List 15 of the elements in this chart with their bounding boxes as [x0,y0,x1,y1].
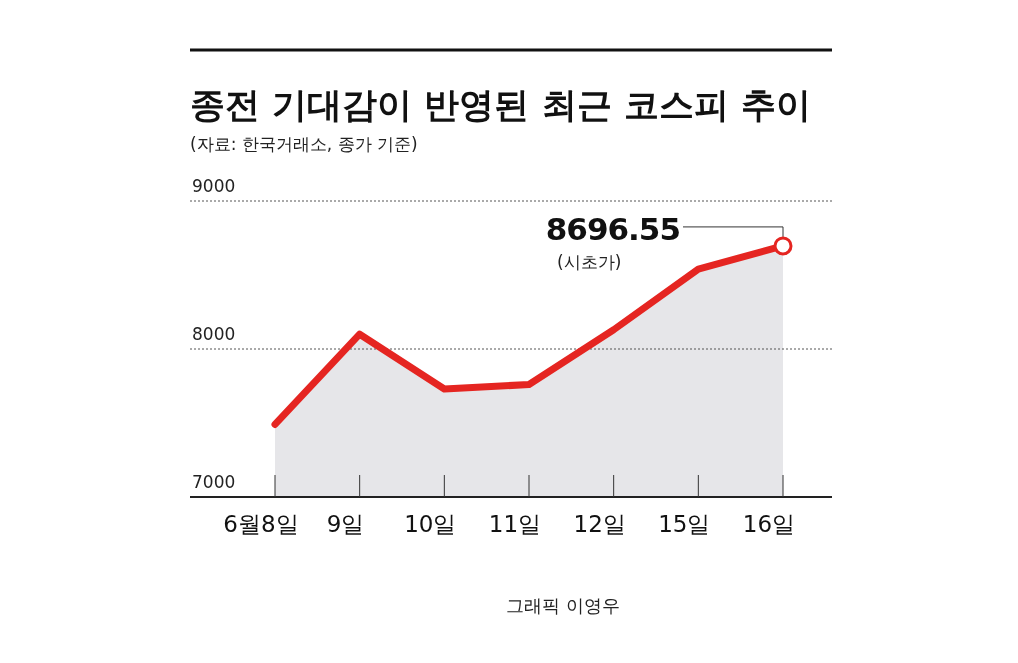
y-tick-label: 9000 [192,176,236,196]
x-tick-label: 12일 [573,511,626,537]
chart-subtitle: (자료: 한국거래소, 종가 기준) [190,134,418,154]
y-tick-label: 8000 [192,324,236,344]
x-tick-label: 11일 [488,511,542,537]
x-tick-label: 9일 [326,511,365,537]
text: 그래픽 이영우 [506,595,620,616]
chart-title: 종전 기대감이 반영된 최근 코스피 추이 [190,85,811,125]
annotation: (시초가) [557,251,622,272]
x-tick-label: 15일 [658,511,711,537]
y-tick-label: 7000 [192,472,236,492]
x-tick-label: 6월8일 [223,511,299,537]
annotation: 8696.55 [545,210,680,247]
x-tick-label: 16일 [742,511,796,537]
x-tick-label: 10일 [404,511,457,537]
